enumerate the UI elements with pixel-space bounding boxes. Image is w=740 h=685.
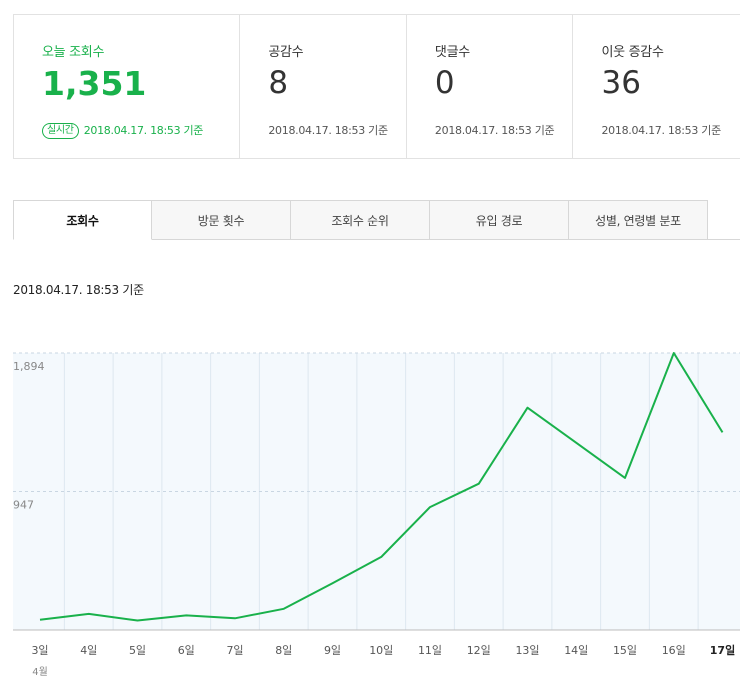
stat-neighbors[interactable]: 이웃 증감수 36 2018.04.17. 18:53 기준 bbox=[573, 15, 740, 158]
x-tick-label: 8일 bbox=[275, 643, 292, 657]
views-line-chart: 947 1,894 3일 4일 5일 6일 7일 8일 9일 10일 11일 12일 13일 14일 15일… bbox=[0, 340, 740, 685]
chart-svg: 947 1,894 3일 4일 5일 6일 7일 8일 9일 10일 11일 12일 13일 14일 15일… bbox=[13, 352, 740, 678]
stat-value: 0 bbox=[434, 65, 455, 101]
tab-views[interactable]: 조회수 bbox=[13, 200, 152, 240]
x-tick-label: 10일 bbox=[369, 643, 393, 657]
tabs-divider bbox=[152, 239, 740, 240]
x-tick-label: 5일 bbox=[129, 643, 146, 657]
y-tick-label: 947 bbox=[13, 499, 34, 512]
x-tick-label: 14일 bbox=[564, 643, 588, 657]
x-tick-label: 3일 bbox=[31, 643, 48, 657]
x-tick-label: 12일 bbox=[467, 643, 491, 657]
stat-time: 2018.04.17. 18:53 기준 bbox=[434, 124, 555, 137]
x-tick-label: 15일 bbox=[613, 643, 637, 657]
stat-likes[interactable]: 공감수 8 2018.04.17. 18:53 기준 bbox=[240, 15, 407, 158]
tab-demographics[interactable]: 성별, 연령별 분포 bbox=[569, 200, 708, 240]
month-label: 4월 bbox=[32, 666, 48, 678]
live-badge: 실시간 bbox=[42, 123, 79, 139]
x-tick-label: 6일 bbox=[178, 643, 195, 657]
stat-today-views[interactable]: 오늘 조회수 1,351 실시간 2018.04.17. 18:53 기준 bbox=[14, 15, 241, 158]
stat-time-text: 2018.04.17. 18:53 기준 bbox=[83, 124, 204, 137]
views-series-line bbox=[39, 352, 724, 622]
tab-visits[interactable]: 방문 횟수 bbox=[152, 200, 291, 240]
chart-as-of: 2018.04.17. 18:53 기준 bbox=[13, 283, 144, 297]
stat-value: 36 bbox=[601, 65, 641, 101]
x-tick-label: 13일 bbox=[515, 643, 539, 657]
x-tick-label: 11일 bbox=[418, 643, 442, 657]
stat-label: 오늘 조회수 bbox=[42, 45, 105, 60]
stat-time: 2018.04.17. 18:53 기준 bbox=[601, 124, 721, 137]
y-tick-label: 1,894 bbox=[13, 360, 45, 373]
x-tick-label: 4일 bbox=[80, 643, 97, 657]
x-tick-label: 17일 bbox=[710, 643, 735, 657]
stat-label: 댓글수 bbox=[434, 45, 470, 60]
x-tick-label: 7일 bbox=[226, 643, 243, 657]
stat-comments[interactable]: 댓글수 0 2018.04.17. 18:53 기준 bbox=[407, 15, 574, 158]
stats-tabs: 조회수 방문 횟수 조회수 순위 유입 경로 성별, 연령별 분포 bbox=[13, 200, 709, 240]
stat-value: 1,351 bbox=[42, 64, 147, 103]
stat-label: 이웃 증감수 bbox=[601, 45, 664, 60]
tab-referrers[interactable]: 유입 경로 bbox=[430, 200, 569, 240]
x-tick-label: 9일 bbox=[324, 643, 341, 657]
stat-time: 2018.04.17. 18:53 기준 bbox=[268, 124, 388, 137]
stat-time: 실시간 2018.04.17. 18:53 기준 bbox=[42, 122, 203, 139]
stat-value: 8 bbox=[268, 65, 289, 101]
stats-summary: 오늘 조회수 1,351 실시간 2018.04.17. 18:53 기준 공감수… bbox=[13, 14, 740, 159]
x-tick-label: 16일 bbox=[662, 643, 686, 657]
stat-label: 공감수 bbox=[268, 45, 304, 60]
tab-views-ranking[interactable]: 조회수 순위 bbox=[291, 200, 430, 240]
